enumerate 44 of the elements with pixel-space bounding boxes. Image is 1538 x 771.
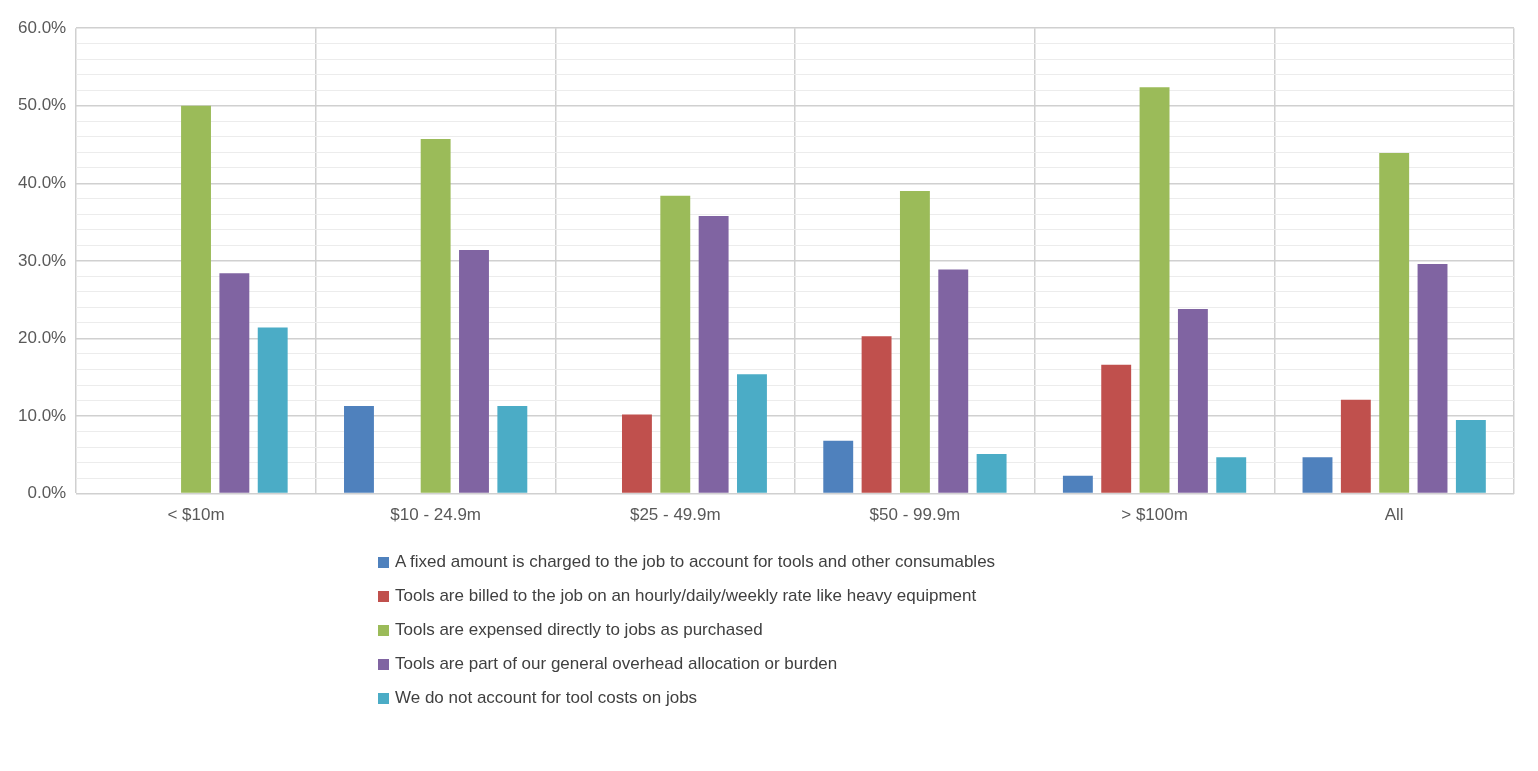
- x-tick-label: $25 - 49.9m: [629, 505, 721, 525]
- x-tick-label: $10 - 24.9m: [390, 505, 482, 525]
- bar: [899, 191, 930, 493]
- bar: [181, 105, 211, 493]
- bar: [1340, 399, 1371, 493]
- bar: [1216, 457, 1247, 493]
- y-tick-label: 60.0%: [18, 17, 67, 37]
- bar: [621, 414, 652, 493]
- x-tick-label: All: [1384, 505, 1404, 525]
- bar: [660, 195, 691, 493]
- legend-label: Tools are expensed directly to jobs as purchased: [395, 620, 763, 640]
- bar: [1062, 475, 1093, 493]
- bar: [1101, 364, 1132, 493]
- bar: [737, 374, 767, 493]
- bar: [823, 440, 854, 493]
- bar: [698, 215, 729, 493]
- bar: [257, 327, 288, 493]
- bar: [861, 336, 892, 493]
- x-tick-label: < $10m: [167, 505, 225, 525]
- bar: [1417, 264, 1448, 493]
- x-tick-label: > $100m: [1121, 505, 1188, 525]
- bar: [1139, 87, 1170, 493]
- bar: [459, 250, 489, 493]
- legend-label: Tools are part of our general overhead allocation or burden: [395, 654, 838, 674]
- bar: [497, 405, 528, 493]
- y-tick-label: 50.0%: [18, 95, 67, 115]
- bar: [938, 269, 969, 493]
- y-tick-label: 40.0%: [18, 173, 67, 193]
- bar: [1455, 419, 1486, 493]
- bar: [344, 405, 374, 493]
- legend-label: Tools are billed to the job on an hourly/daily/weekly rate like heavy equipment: [395, 586, 977, 606]
- y-tick-label: 0.0%: [27, 483, 67, 503]
- x-tick-label: $50 - 99.9m: [869, 505, 961, 525]
- y-tick-label: 20.0%: [18, 328, 67, 348]
- bar: [1302, 457, 1333, 493]
- bar: [1379, 153, 1410, 493]
- legend-label: We do not account for tool costs on jobs: [395, 688, 698, 708]
- y-tick-label: 10.0%: [18, 405, 67, 425]
- legend-label: A fixed amount is charged to the job to account for tools and other consumables: [395, 552, 996, 572]
- bar: [976, 454, 1007, 493]
- y-tick-label: 30.0%: [18, 250, 67, 270]
- bar: [420, 139, 451, 493]
- bar: [1177, 308, 1208, 493]
- bar: [219, 273, 250, 493]
